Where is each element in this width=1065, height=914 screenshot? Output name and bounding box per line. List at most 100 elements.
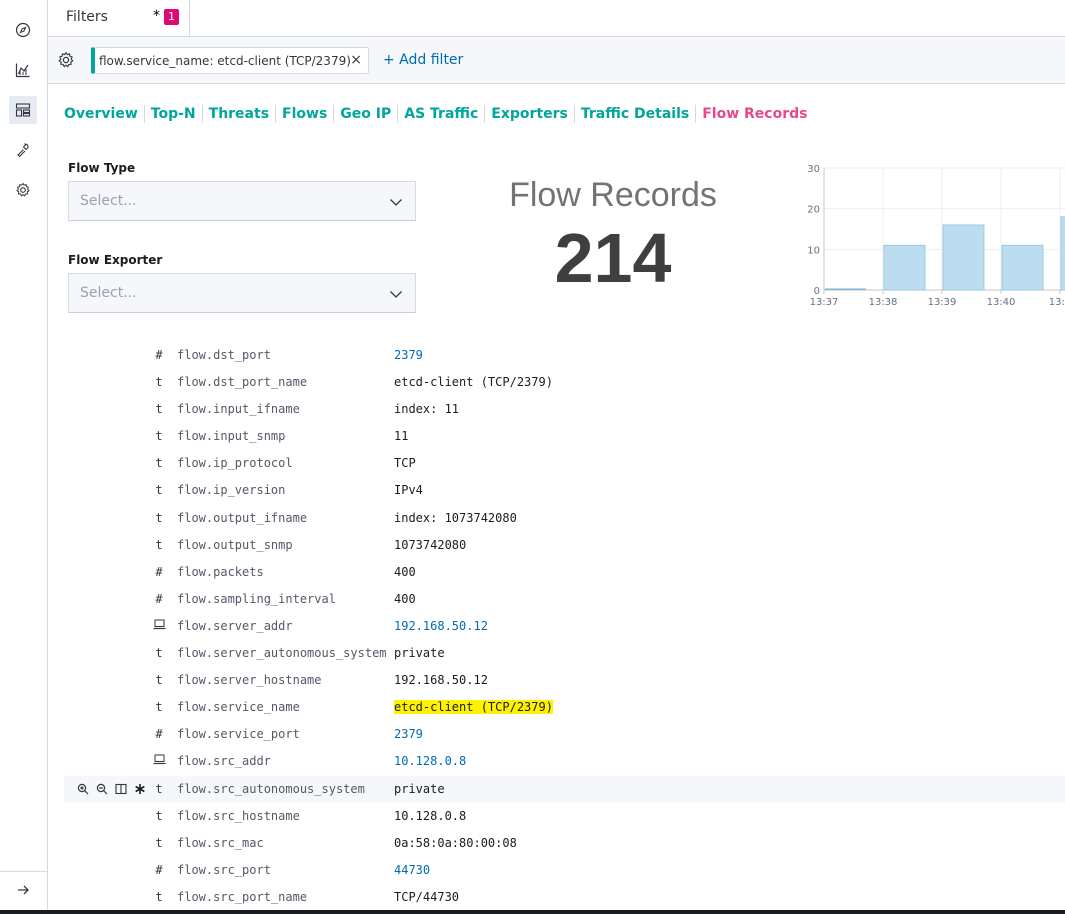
table-row: t flow.src_mac 0a:58:0a:80:00:08 <box>64 830 1065 857</box>
field-value: private <box>394 646 445 661</box>
bottom-border <box>0 910 1065 914</box>
field-name: flow.packets <box>177 564 264 579</box>
row-actions <box>76 782 147 796</box>
field-name: flow.src_hostname <box>177 808 300 823</box>
number-type-icon: # <box>155 348 163 362</box>
compass-icon[interactable] <box>9 16 37 44</box>
field-name: flow.dst_port <box>177 348 271 362</box>
metric-label: Flow Records <box>509 176 717 214</box>
bar <box>883 244 926 291</box>
nav-link-exporters[interactable]: Exporters <box>491 106 568 122</box>
gear-icon[interactable] <box>57 51 77 71</box>
management-gear-icon[interactable] <box>9 176 37 204</box>
table-row: # flow.packets 400 <box>64 559 1065 586</box>
nav-link-threats[interactable]: Threats <box>208 106 270 122</box>
field-name: flow.service_name <box>177 700 300 715</box>
table-row: t flow.service_name etcd-client (TCP/2379) <box>64 694 1065 721</box>
field-value[interactable]: 2379 <box>394 348 423 362</box>
add-filter-link[interactable]: + Add filter <box>383 52 464 68</box>
table-row: t flow.ip_protocol TCP <box>64 450 1065 477</box>
number-type-icon: # <box>155 727 163 742</box>
field-value: index: 11 <box>394 402 460 417</box>
string-type-icon: t <box>155 537 163 552</box>
field-name: flow.output_snmp <box>177 537 293 552</box>
x-tick-label: 13:40 <box>987 297 1016 308</box>
field-value: index: 1073742080 <box>394 510 517 525</box>
number-type-icon: # <box>155 591 163 606</box>
field-value[interactable]: 10.128.0.8 <box>394 754 467 769</box>
field-name: flow.service_port <box>177 727 300 742</box>
table-row: t flow.src_hostname 10.128.0.8 <box>64 803 1065 830</box>
bar <box>942 224 985 291</box>
table-row: t flow.src_port_name TCP/44730 <box>64 884 1065 911</box>
nav-link-as-traffic[interactable]: AS Traffic <box>404 106 479 122</box>
histogram-svg: 0 10 20 30 13:37 13:38 13:39 13:40 13:4 <box>807 164 1065 308</box>
filter-bar: flow.service_name: etcd-client (TCP/2379… <box>48 37 1065 84</box>
table-row: flow.src_addr 10.128.0.8 <box>64 748 1065 775</box>
table-row: t flow.input_ifname index: 11 <box>64 396 1065 423</box>
flow-type-label: Flow Type <box>68 161 136 175</box>
filters-label[interactable]: Filters <box>66 9 108 25</box>
table-row: t flow.server_hostname 192.168.50.12 <box>64 667 1065 694</box>
field-name: flow.output_ifname <box>177 510 308 525</box>
query-input[interactable]: * <box>153 8 160 24</box>
x-tick-label: 13:4 <box>1049 297 1065 308</box>
table-row: t flow.src_autonomous_system private <box>64 775 1065 803</box>
field-name: flow.dst_port_name <box>177 375 308 390</box>
string-type-icon: t <box>155 483 163 498</box>
filter-pill[interactable]: flow.service_name: etcd-client (TCP/2379… <box>91 47 369 74</box>
string-type-icon: t <box>155 429 163 444</box>
filters-count-badge: 1 <box>164 9 179 25</box>
zoom-in-icon[interactable] <box>76 782 90 796</box>
field-value: 0a:58:0a:80:00:08 <box>394 835 517 850</box>
y-tick-label: 10 <box>807 245 820 256</box>
field-value: 1073742080 <box>394 537 467 552</box>
zoom-out-icon[interactable] <box>95 782 109 796</box>
string-type-icon: t <box>155 673 163 688</box>
nav-link-overview[interactable]: Overview <box>64 106 138 122</box>
field-name: flow.src_addr <box>177 754 271 769</box>
field-value[interactable]: 192.168.50.12 <box>394 618 488 633</box>
table-row: t flow.output_ifname index: 1073742080 <box>64 505 1065 532</box>
dashboard-nav: Overview Top-N Threats Flows Geo IP AS Traffi… <box>64 105 807 123</box>
filter-exists-icon[interactable] <box>133 782 147 796</box>
number-type-icon: # <box>155 862 163 877</box>
string-type-icon: t <box>155 646 163 661</box>
field-name: flow.sampling_interval <box>177 591 336 606</box>
field-name: flow.src_port <box>177 862 271 877</box>
field-name: flow.src_port_name <box>177 889 308 904</box>
bar <box>1060 216 1065 291</box>
flow-exporter-select[interactable]: Select... <box>68 273 416 313</box>
close-icon[interactable]: × <box>350 52 362 68</box>
nav-link-top-n[interactable]: Top-N <box>150 106 196 122</box>
x-tick-label: 13:38 <box>869 297 898 308</box>
string-type-icon: t <box>155 375 163 390</box>
nav-link-flow-records[interactable]: Flow Records <box>702 106 808 122</box>
visualize-icon[interactable] <box>9 56 37 84</box>
nav-link-flows[interactable]: Flows <box>282 106 328 122</box>
arrow-right-icon[interactable] <box>9 876 37 904</box>
field-value: etcd-client (TCP/2379) <box>394 700 553 715</box>
nav-link-traffic-details[interactable]: Traffic Details <box>580 106 690 122</box>
string-type-icon: t <box>155 808 163 823</box>
toggle-column-icon[interactable] <box>114 782 128 796</box>
x-tick-label: 13:37 <box>810 297 839 308</box>
field-value[interactable]: 2379 <box>394 727 423 742</box>
dashboard-icon[interactable] <box>9 96 37 124</box>
field-value: TCP <box>394 456 416 471</box>
nav-link-geo-ip[interactable]: Geo IP <box>340 106 392 122</box>
bar <box>825 288 866 290</box>
table-row: # flow.src_port 44730 <box>64 857 1065 884</box>
field-name: flow.input_ifname <box>177 402 300 417</box>
flow-type-select[interactable]: Select... <box>68 181 416 221</box>
field-value[interactable]: 44730 <box>394 862 431 877</box>
string-type-icon: t <box>155 835 163 850</box>
metric-value: 214 <box>554 219 672 297</box>
flow-exporter-placeholder: Select... <box>80 285 137 301</box>
y-tick-label: 0 <box>814 286 820 297</box>
query-bar: Filters 1 * <box>48 0 1065 37</box>
field-value: IPv4 <box>394 483 423 498</box>
field-value: 400 <box>394 564 416 579</box>
field-value: etcd-client (TCP/2379) <box>394 375 553 390</box>
dev-tools-icon[interactable] <box>9 136 37 164</box>
